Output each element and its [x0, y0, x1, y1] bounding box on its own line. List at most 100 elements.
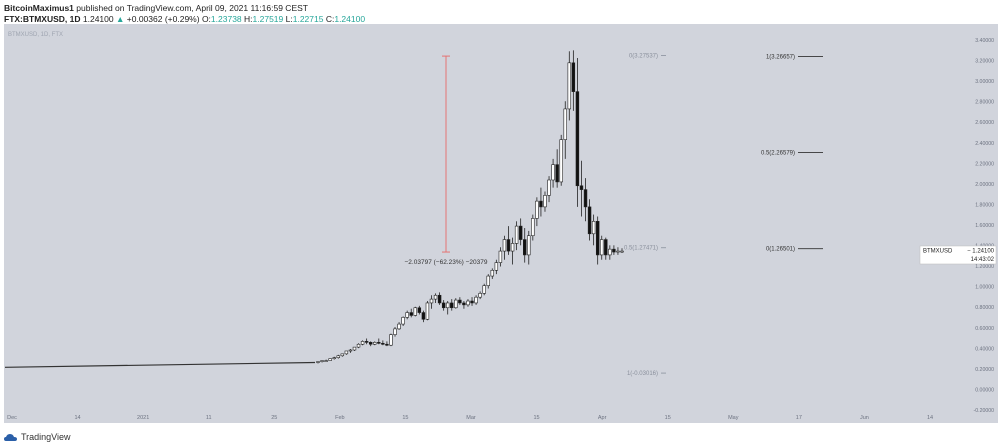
- candle-body: [320, 360, 324, 362]
- x-tick-label: Dec: [7, 415, 17, 421]
- candle-body: [401, 317, 405, 325]
- y-tick-label: 3.40000: [975, 38, 994, 44]
- y-tick-label: 3.20000: [975, 59, 994, 65]
- candle-body: [450, 302, 454, 309]
- candle-body: [360, 341, 365, 345]
- candle-body: [514, 225, 519, 244]
- candle-body: [579, 185, 584, 190]
- candle-body: [352, 346, 357, 351]
- last-price: 1.24100: [82, 14, 114, 24]
- candle-body: [332, 357, 336, 359]
- price-tag-value: − 1.24100: [967, 248, 995, 254]
- author-name: BitcoinMaximus1: [4, 3, 74, 13]
- candle-body: [478, 293, 482, 298]
- candle-body: [462, 302, 466, 306]
- candle-body: [336, 355, 340, 358]
- candle-body: [381, 342, 385, 345]
- candle-body: [498, 250, 503, 263]
- candle-body: [340, 353, 345, 357]
- candle-body: [571, 62, 576, 92]
- low-value: 1.22715: [292, 14, 324, 24]
- candle-body: [397, 323, 401, 330]
- y-tick-label: 2.00000: [975, 182, 994, 188]
- price-tag-symbol: BTMXUSD: [923, 248, 953, 254]
- candle-body: [429, 298, 434, 304]
- measure-label: −2.03797 (−62.23%) −20379: [405, 259, 488, 266]
- candle-body: [409, 312, 413, 316]
- candle-body: [518, 225, 523, 240]
- x-tick-label: 14: [75, 415, 81, 421]
- y-tick-label: 1.80000: [975, 202, 994, 208]
- y-tick-label: 0.60000: [975, 326, 994, 332]
- x-tick-label: Mar: [466, 415, 476, 421]
- candle-body: [543, 195, 547, 208]
- x-tick-label: 25: [271, 415, 277, 421]
- tradingview-logo[interactable]: TradingView: [4, 432, 71, 442]
- close-value: 1.24100: [334, 14, 366, 24]
- candle-body: [608, 248, 612, 256]
- candle-body: [348, 349, 353, 352]
- candle-body: [377, 342, 381, 344]
- change-value: +0.00362 (+0.29%): [126, 14, 200, 24]
- candle-body: [506, 239, 511, 252]
- candle-body: [316, 361, 320, 363]
- ohlc-line: FTX:BTMXUSD, 1D 1.24100 ▲ +0.00362 (+0.2…: [4, 14, 365, 24]
- candle-body: [405, 312, 409, 318]
- candle-body: [591, 221, 596, 235]
- y-tick-label: 0.80000: [975, 305, 994, 311]
- x-tick-label: Feb: [335, 415, 344, 421]
- candle-body: [433, 294, 438, 300]
- candle-body: [324, 360, 328, 362]
- candle-body: [494, 262, 499, 271]
- candle-body: [502, 239, 507, 252]
- y-tick-label: 3.00000: [975, 79, 994, 85]
- candle-body: [373, 342, 377, 345]
- candle-body: [539, 200, 543, 208]
- candle-body: [482, 285, 486, 294]
- candle-body: [531, 218, 535, 237]
- fib-level-label: 1(3.26657): [766, 54, 795, 60]
- x-tick-label: 15: [402, 415, 408, 421]
- candle-body: [437, 294, 442, 304]
- candle-body: [583, 189, 588, 208]
- symbol-label: FTX:BTMXUSD, 1D: [4, 14, 81, 24]
- candle-body: [454, 299, 458, 309]
- x-tick-label: 2021: [137, 415, 149, 421]
- x-tick-label: 14: [927, 415, 933, 421]
- y-tick-label: 1.20000: [975, 264, 994, 270]
- y-tick-label: 2.60000: [975, 120, 994, 126]
- y-tick-label: 1.00000: [975, 285, 994, 291]
- brand-name: TradingView: [21, 432, 71, 442]
- fib-retracement-label: 0(3.27537): [629, 54, 658, 60]
- candle-body: [616, 250, 620, 253]
- y-tick-label: 2.40000: [975, 141, 994, 147]
- y-tick-label: 0.00000: [975, 387, 994, 393]
- candle-body: [523, 239, 527, 256]
- publish-text: published on TradingView.com, April 09, …: [76, 3, 308, 13]
- fib-retracement-label: 0.5(1.27471): [624, 246, 658, 252]
- candle-body: [600, 239, 604, 256]
- candle-body: [587, 206, 592, 235]
- x-tick-label: 11: [206, 415, 212, 421]
- publish-line: BitcoinMaximus1 published on TradingView…: [4, 3, 308, 13]
- candle-body: [389, 334, 393, 346]
- plot-area: [4, 24, 946, 407]
- candle-body: [385, 343, 389, 346]
- y-tick-label: 0.20000: [975, 367, 994, 373]
- candle-body: [445, 302, 450, 309]
- x-tick-label: May: [728, 415, 739, 421]
- candle-body: [612, 248, 616, 253]
- candle-body: [595, 221, 600, 256]
- y-tick-label: 2.80000: [975, 100, 994, 106]
- x-tick-label: 15: [534, 415, 540, 421]
- flat-price-line: [4, 361, 316, 368]
- price-axis: [946, 24, 998, 407]
- candle-body: [417, 307, 422, 313]
- time-axis: [4, 407, 998, 423]
- x-tick-label: Apr: [598, 415, 607, 421]
- open-value: 1.23738: [210, 14, 242, 24]
- x-tick-label: 17: [796, 415, 802, 421]
- candle-body: [527, 235, 531, 256]
- fib-level-label: 0(1.26501): [766, 247, 795, 253]
